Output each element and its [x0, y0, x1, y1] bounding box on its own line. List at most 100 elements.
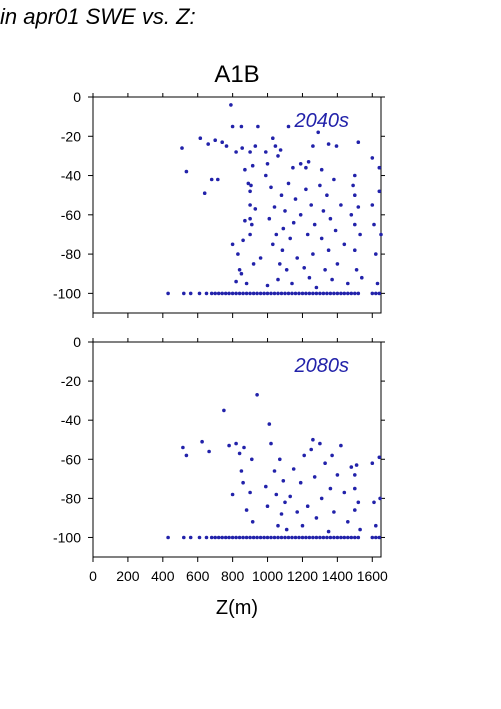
x-tick-label: 400	[151, 568, 175, 584]
data-point	[244, 535, 249, 540]
data-point	[305, 232, 310, 237]
data-point	[295, 510, 300, 514]
data-point	[250, 520, 255, 524]
data-point	[325, 193, 329, 197]
data-point	[307, 291, 312, 296]
data-point	[311, 291, 315, 296]
data-point	[276, 291, 280, 296]
data-point	[314, 535, 319, 540]
data-point	[307, 275, 312, 280]
data-point	[230, 124, 235, 129]
data-point	[223, 291, 228, 296]
data-point	[241, 291, 245, 296]
data-point	[253, 207, 258, 211]
data-point	[234, 291, 238, 296]
data-point	[220, 291, 224, 296]
data-point	[356, 140, 361, 144]
x-tick-label: 600	[186, 568, 210, 584]
y-tick-label: -60	[61, 207, 81, 223]
data-point	[269, 185, 273, 190]
data-point	[209, 535, 214, 540]
data-point	[372, 500, 376, 505]
data-point	[256, 124, 260, 129]
data-point	[346, 281, 350, 286]
data-point	[248, 490, 252, 495]
data-point	[309, 447, 314, 452]
data-point	[298, 480, 303, 485]
data-point	[262, 535, 266, 540]
data-point	[262, 291, 266, 296]
data-point	[258, 535, 263, 540]
data-point	[248, 535, 252, 540]
data-point	[321, 291, 326, 296]
data-point	[278, 457, 282, 462]
data-point	[332, 535, 336, 540]
x-tick-label: 1600	[357, 568, 388, 584]
data-point	[197, 291, 202, 296]
data-point	[319, 236, 324, 241]
data-point	[264, 150, 268, 154]
data-point	[328, 216, 333, 221]
data-point	[224, 144, 229, 148]
data-point	[342, 242, 347, 247]
data-point	[230, 291, 235, 296]
data-point	[223, 535, 228, 540]
data-point	[265, 291, 270, 296]
y-tick-label: -40	[61, 412, 81, 428]
data-point	[349, 535, 354, 540]
data-point	[332, 510, 336, 514]
y-tick-label: -80	[61, 246, 81, 262]
data-point	[267, 216, 272, 221]
data-point	[321, 535, 326, 540]
data-point	[293, 291, 298, 296]
data-point	[307, 535, 312, 540]
y-tick-label: -60	[61, 451, 81, 467]
data-point	[290, 281, 294, 286]
data-point	[328, 291, 333, 296]
data-point	[346, 520, 350, 524]
data-point	[304, 165, 308, 170]
data-point	[370, 461, 375, 466]
y-tick-label: -40	[61, 168, 81, 184]
data-point	[206, 142, 210, 146]
x-tick-label: 1200	[287, 568, 318, 584]
data-point	[311, 144, 315, 148]
y-tick-label: -100	[53, 529, 81, 545]
data-point	[271, 136, 275, 140]
data-point	[353, 291, 357, 296]
data-point	[248, 189, 252, 194]
data-point	[230, 242, 235, 247]
data-point	[297, 535, 301, 540]
data-point	[300, 523, 305, 528]
data-point	[342, 291, 347, 296]
data-point	[251, 535, 256, 540]
data-point	[241, 535, 245, 540]
data-point	[250, 163, 255, 168]
data-point	[319, 167, 324, 172]
data-point	[244, 281, 249, 286]
data-point	[297, 291, 301, 296]
x-tick-label: 200	[116, 568, 140, 584]
data-point	[181, 445, 185, 450]
data-point	[346, 535, 350, 540]
data-point	[227, 291, 231, 296]
data-point	[356, 205, 361, 209]
data-point	[204, 535, 209, 540]
data-point	[200, 439, 204, 444]
data-point	[241, 480, 245, 485]
data-point	[244, 291, 249, 296]
data-point	[271, 242, 275, 247]
data-point	[182, 535, 186, 540]
data-point	[272, 535, 277, 540]
data-point	[265, 283, 270, 288]
data-point	[353, 473, 357, 477]
data-point	[184, 169, 189, 174]
data-point	[239, 271, 244, 276]
data-point	[222, 408, 226, 413]
data-point	[248, 216, 252, 221]
data-point	[291, 165, 295, 170]
data-point	[293, 535, 298, 540]
data-point	[265, 504, 270, 509]
data-point	[318, 291, 322, 296]
